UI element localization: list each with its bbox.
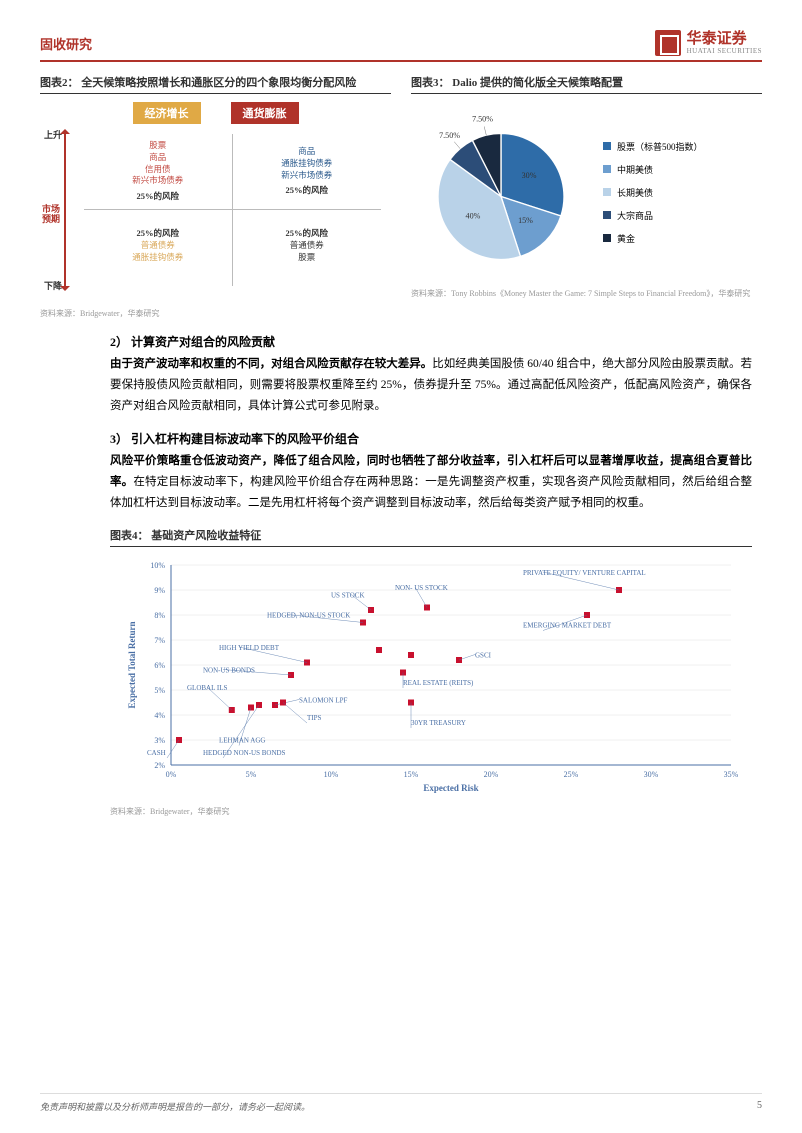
svg-text:10%: 10% xyxy=(150,561,165,570)
chart2-cell-tl: 股票商品信用债新兴市场债券25%的风险 xyxy=(84,134,233,210)
legend-item-4: 黄金 xyxy=(603,232,703,245)
svg-text:15%: 15% xyxy=(404,770,419,779)
svg-text:8%: 8% xyxy=(154,611,165,620)
scatter-label: HEDGED, NON-US STOCK xyxy=(267,612,350,620)
chart2-axis-mid: 市场预期 xyxy=(36,204,66,226)
scatter-label: NON-US BONDS xyxy=(203,667,255,675)
legend-item-0: 股票（标普500指数） xyxy=(603,140,703,153)
chart2-container: 图表2： 全天候策略按照增长和通胀区分的四个象限均衡分配风险 经济增长 通货膨胀… xyxy=(40,74,391,319)
chart2-header-inflation: 通货膨胀 xyxy=(231,102,299,124)
scatter-label: EMERGING MARKET DEBT xyxy=(523,622,612,630)
scatter-label: 30YR TREASURY xyxy=(411,719,466,727)
scatter-label: CASH xyxy=(147,749,166,757)
scatter-label: GSCI xyxy=(475,652,492,660)
svg-text:Expected Total Return: Expected Total Return xyxy=(127,622,137,709)
svg-text:20%: 20% xyxy=(484,770,499,779)
section2-head: 2） 计算资产对组合的风险贡献 xyxy=(110,333,752,350)
chart4-scatter: 2% 3% 4% 5% 6% 7% 8% 9% 10% 0% 5% 10% 15% 20% 25% 30% 35… xyxy=(110,555,752,795)
scatter-label: NON- US STOCK xyxy=(395,584,448,592)
section3-para: 风险平价策略重仓低波动资产，降低了组合风险，同时也牺牲了部分收益率，引入杠杆后可… xyxy=(110,451,752,513)
svg-text:2%: 2% xyxy=(154,761,165,770)
scatter-label: HIGH YIELD DEBT xyxy=(219,644,280,652)
svg-text:Expected Risk: Expected Risk xyxy=(423,783,478,793)
chart4-title: 图表4： 基础资产风险收益特征 xyxy=(110,527,752,547)
chart2-cell-tr: 商品通胀挂钩债券新兴市场债券25%的风险 xyxy=(233,134,382,210)
chart2-cell-bl: 25%的风险普通债券通胀挂钩债券 xyxy=(84,210,233,286)
pie-label: 30% xyxy=(522,171,537,180)
pie-label: 7.50% xyxy=(472,114,493,123)
scatter-label: LEHMAN AGG xyxy=(219,737,265,745)
chart2-quadrant: 经济增长 通货膨胀 上升 市场预期 下降 股票商品信用债新兴市场债券25%的风险… xyxy=(40,102,391,302)
section3-head: 3） 引入杠杆构建目标波动率下的风险平价组合 xyxy=(110,430,752,447)
chart2-source: 资料来源：Bridgewater，华泰研究 xyxy=(40,308,391,319)
scatter-label: PRIVATE EQUITY/ VENTURE CAPITAL xyxy=(523,569,646,577)
svg-text:10%: 10% xyxy=(324,770,339,779)
pie-label: 15% xyxy=(518,216,533,225)
svg-text:5%: 5% xyxy=(246,770,257,779)
brand-name-en: HUATAI SECURITIES xyxy=(687,47,762,55)
scatter-label: SALOMON LPF xyxy=(299,697,348,705)
legend-item-3: 大宗商品 xyxy=(603,209,703,222)
svg-text:9%: 9% xyxy=(154,586,165,595)
chart3-legend: 股票（标普500指数） 中期美债长期美债大宗商品黄金 xyxy=(603,140,703,245)
scatter-point-13 xyxy=(408,652,414,658)
page-footer: 免责声明和披露以及分析师声明是报告的一部分，请务必一起阅读。 5 xyxy=(40,1093,762,1113)
scatter-label: GLOBAL ILS xyxy=(187,684,227,692)
svg-text:3%: 3% xyxy=(154,736,165,745)
scatter-point-10 xyxy=(376,647,382,653)
section2-para: 由于资产波动率和权重的不同，对组合风险贡献存在较大差异。比如经典美国股债 60/… xyxy=(110,354,752,416)
svg-text:25%: 25% xyxy=(564,770,579,779)
pie-label: 40% xyxy=(466,212,481,221)
svg-text:35%: 35% xyxy=(724,770,739,779)
scatter-label: REAL ESTATE (REITS) xyxy=(403,679,474,687)
scatter-label: US STOCK xyxy=(331,592,365,600)
header-brand: 华泰证券 HUATAI SECURITIES xyxy=(655,30,762,56)
footer-disclaimer: 免责声明和披露以及分析师声明是报告的一部分，请务必一起阅读。 xyxy=(40,1100,310,1113)
chart3-source: 资料来源：Tony Robbins《Money Master the Game:… xyxy=(411,288,762,299)
legend-item-1: 中期美债 xyxy=(603,163,703,176)
chart4-source: 资料来源：Bridgewater，华泰研究 xyxy=(110,806,752,817)
header-category: 固收研究 xyxy=(40,34,92,53)
chart3-pie: 30% 15% 40% 7.50% 7.50% xyxy=(411,102,591,282)
page-header: 固收研究 华泰证券 HUATAI SECURITIES xyxy=(40,30,762,62)
footer-page-number: 5 xyxy=(757,1100,762,1113)
legend-item-2: 长期美债 xyxy=(603,186,703,199)
scatter-label: HEDGED NON-US BONDS xyxy=(203,749,286,757)
svg-text:30%: 30% xyxy=(644,770,659,779)
svg-text:0%: 0% xyxy=(166,770,177,779)
scatter-label: TIPS xyxy=(307,714,322,722)
brand-name: 华泰证券 xyxy=(687,32,762,47)
svg-text:6%: 6% xyxy=(154,661,165,670)
svg-text:4%: 4% xyxy=(154,711,165,720)
chart3-container: 图表3： Dalio 提供的简化版全天候策略配置 30% 15% 40% 7.50% 7… xyxy=(411,74,762,319)
chart3-title: 图表3： Dalio 提供的简化版全天候策略配置 xyxy=(411,74,762,94)
svg-text:5%: 5% xyxy=(154,686,165,695)
chart2-title: 图表2： 全天候策略按照增长和通胀区分的四个象限均衡分配风险 xyxy=(40,74,391,94)
chart2-cell-br: 25%的风险普通债券股票 xyxy=(233,210,382,286)
chart2-axis-arrow xyxy=(64,130,66,290)
pie-label: 7.50% xyxy=(439,131,460,140)
chart2-header-growth: 经济增长 xyxy=(133,102,201,124)
svg-text:7%: 7% xyxy=(154,636,165,645)
chart4-container: 图表4： 基础资产风险收益特征 2% 3% 4% 5% 6% 7% 8% 9% 10% 0% 5% 1… xyxy=(110,527,752,817)
brand-logo-icon xyxy=(655,30,681,56)
